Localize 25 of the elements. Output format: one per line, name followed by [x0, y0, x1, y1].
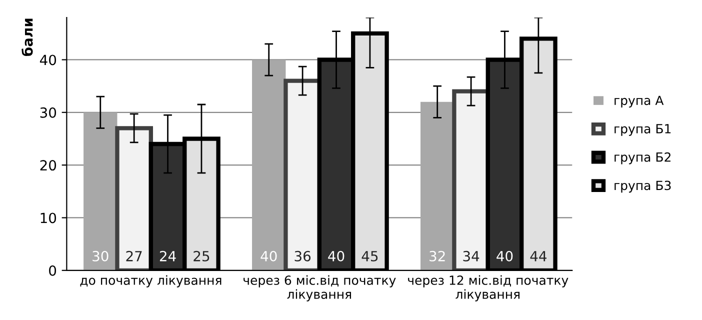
data-label: 40	[328, 250, 344, 262]
y-tick-label: 20	[40, 160, 56, 171]
data-label: 30	[92, 250, 108, 262]
legend-label: група Б2	[614, 152, 670, 164]
x-tick-label: через 12 міс.від початку лікування	[408, 275, 568, 302]
x-tick-label: через 6 міс.від початку лікування	[244, 275, 396, 302]
data-label: 44	[530, 251, 546, 262]
data-label: 45	[362, 251, 378, 262]
y-axis-title: бали	[22, 18, 33, 56]
data-label: 40	[496, 250, 513, 262]
legend-label: група А	[614, 96, 664, 108]
data-label: 36	[294, 250, 311, 262]
y-tick-label: 40	[40, 54, 56, 66]
data-label: 32	[430, 250, 445, 262]
y-tick-label: 30	[40, 107, 56, 118]
data-label: 25	[194, 250, 210, 262]
data-label: 24	[160, 250, 176, 262]
y-tick-label: 0	[49, 265, 56, 276]
data-label: 34	[463, 250, 480, 262]
legend-label: група Б3	[614, 180, 671, 193]
legend-label: група Б1	[614, 124, 671, 136]
data-label: 40	[260, 250, 277, 262]
x-tick-label: до початку лікування	[80, 275, 222, 288]
y-tick-label: 10	[40, 212, 56, 224]
data-label: 27	[126, 250, 142, 262]
